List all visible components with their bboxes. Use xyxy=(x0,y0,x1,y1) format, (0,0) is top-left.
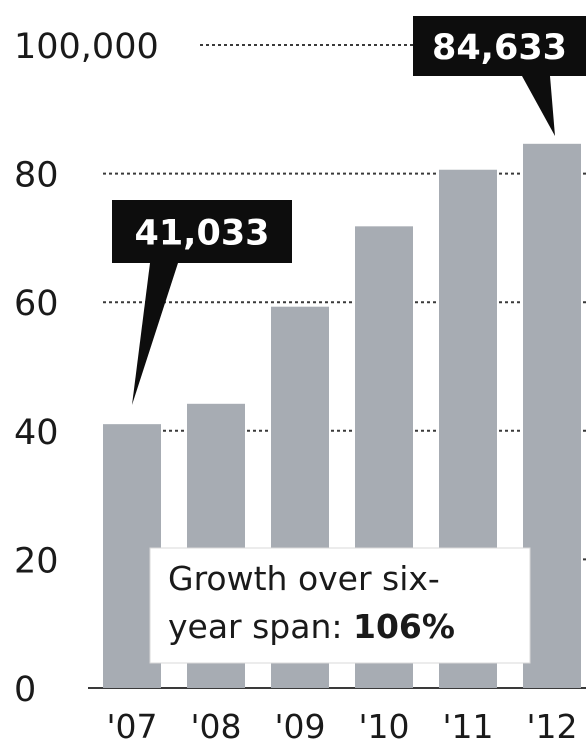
tick-layer: 0 20 40 60 80 100,000 '07 '08 '09 '10 '11 '12 xyxy=(14,27,578,746)
y-tick-label: 40 xyxy=(14,413,59,453)
y-tick-label: 0 xyxy=(14,670,36,710)
callout-pointer xyxy=(132,263,178,405)
annotation-box xyxy=(149,547,531,664)
y-tick-label: 20 xyxy=(14,541,59,581)
annotation-growth-percent: 106% xyxy=(353,607,455,646)
growth-annotation: Growth over six- year span: 106% xyxy=(149,547,531,664)
bar xyxy=(523,143,581,688)
callout-value-label: 84,633 xyxy=(432,28,567,68)
callout-value-label: 41,033 xyxy=(134,214,269,254)
annotation-line-2: year span: 106% xyxy=(168,607,455,646)
callout-box xyxy=(413,16,586,76)
y-tick-label: 100,000 xyxy=(14,27,159,67)
x-tick-label: '07 xyxy=(106,707,157,746)
x-tick-label: '08 xyxy=(190,707,241,746)
x-tick-label: '10 xyxy=(358,707,409,746)
x-tick-label: '09 xyxy=(274,707,325,746)
y-tick-label: 60 xyxy=(14,284,59,324)
callout-layer: 41,033 84,633 xyxy=(112,16,586,405)
y-tick-label: 80 xyxy=(14,156,59,196)
annotation-line-2-prefix: year span: xyxy=(168,607,353,646)
callout-pointer xyxy=(522,76,555,136)
x-tick-label: '11 xyxy=(442,707,493,746)
annotation-line-1: Growth over six- xyxy=(168,559,440,598)
x-tick-label: '12 xyxy=(526,707,577,746)
callout-box xyxy=(112,200,292,263)
